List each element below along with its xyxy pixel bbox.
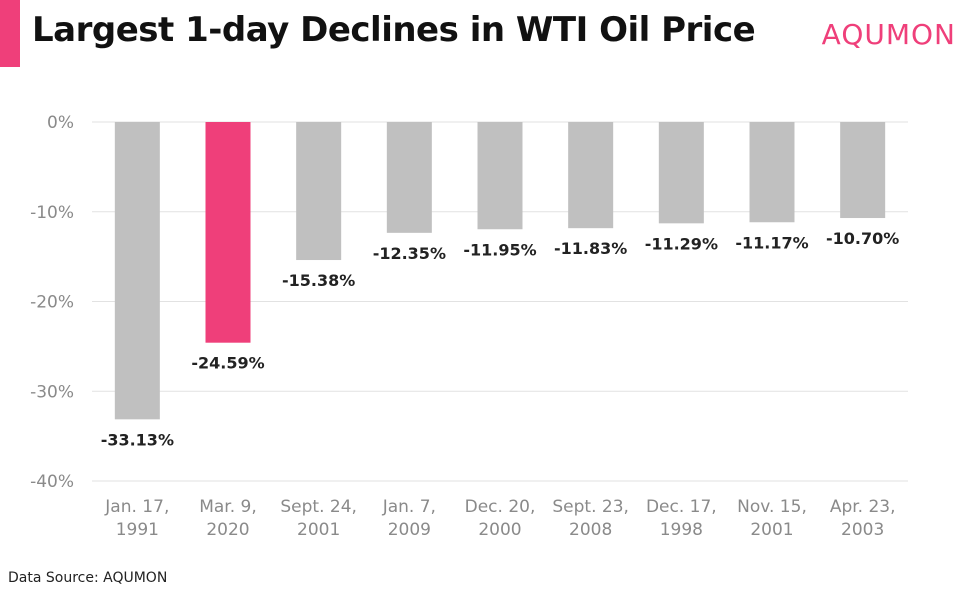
value-labels: -33.13% -24.59% -15.38% -12.35% -11.95% -11.8…	[101, 229, 900, 449]
x-tick-label: Sept. 24,	[280, 497, 357, 517]
bar-value-label: -10.70%	[826, 229, 899, 248]
bar	[568, 122, 614, 229]
bar-value-label: -15.38%	[282, 271, 355, 290]
bar-value-label: -12.35%	[373, 244, 446, 263]
bar-value-label: -33.13%	[101, 430, 174, 449]
x-tick-label: Dec. 17,	[646, 497, 717, 517]
bar	[658, 122, 704, 224]
y-tick-label: 0%	[47, 113, 74, 133]
bar	[840, 122, 886, 219]
bars	[114, 122, 886, 420]
x-tick-label: Sept. 23,	[552, 497, 629, 517]
title-accent-bar	[0, 0, 20, 67]
x-tick-label: Apr. 23,	[830, 497, 896, 517]
y-tick-label: -30%	[30, 382, 74, 402]
bar-value-label: -11.29%	[645, 234, 718, 253]
x-tick-label: 2001	[297, 520, 340, 540]
x-tick-label: 1991	[116, 520, 159, 540]
x-tick-label: Nov. 15,	[737, 497, 807, 517]
bar	[114, 122, 160, 420]
bar	[477, 122, 523, 230]
brand-logo: AQUMON	[821, 18, 956, 51]
bar-value-label: -11.17%	[735, 233, 808, 252]
x-tick-label: Jan. 7,	[382, 497, 436, 517]
x-tick-label: 2020	[206, 520, 249, 540]
x-tick-label: 2003	[841, 520, 884, 540]
y-axis-ticks: 0% -10% -20% -30% -40%	[30, 113, 74, 492]
bar	[386, 122, 432, 233]
x-tick-label: Jan. 17,	[104, 497, 169, 517]
chart-title: Largest 1-day Declines in WTI Oil Price	[32, 10, 756, 50]
bar	[205, 122, 251, 343]
x-tick-label: 2001	[750, 520, 793, 540]
x-tick-label: 1998	[660, 520, 703, 540]
x-tick-label: Dec. 20,	[465, 497, 536, 517]
y-tick-label: -40%	[30, 472, 74, 492]
bar-value-label: -11.83%	[554, 239, 627, 258]
x-axis-ticks: Jan. 17, 1991 Mar. 9, 2020 Sept. 24, 2001 Jan.…	[104, 497, 895, 540]
bar	[749, 122, 795, 223]
bar-value-label: -24.59%	[191, 354, 264, 373]
data-source-note: Data Source: AQUMON	[8, 570, 168, 586]
y-tick-label: -20%	[30, 293, 74, 313]
x-tick-label: 2009	[388, 520, 431, 540]
bar	[296, 122, 342, 261]
x-tick-label: 2008	[569, 520, 612, 540]
bar-value-label: -11.95%	[463, 240, 536, 259]
x-tick-label: 2000	[478, 520, 521, 540]
y-tick-label: -10%	[30, 203, 74, 223]
x-tick-label: Mar. 9,	[199, 497, 257, 517]
